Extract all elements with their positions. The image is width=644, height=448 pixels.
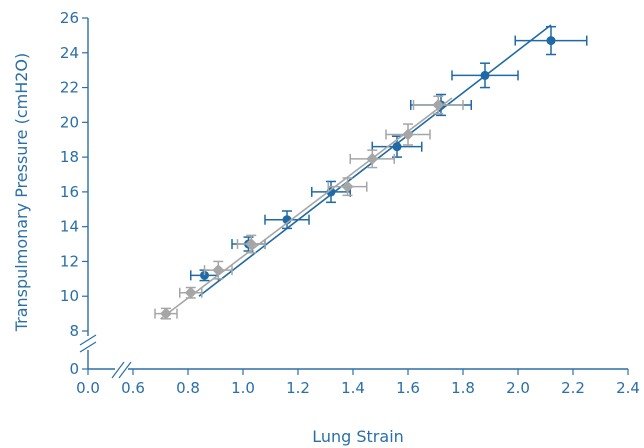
y-tick-label: 22 bbox=[60, 79, 79, 97]
x-tick-label: 1.6 bbox=[396, 379, 420, 397]
data-point bbox=[200, 270, 209, 280]
series-1 bbox=[190, 24, 588, 297]
y-tick-label: 12 bbox=[60, 252, 79, 270]
data-point bbox=[341, 180, 354, 193]
y-tick-label: 18 bbox=[60, 148, 79, 166]
x-tick-label: 1.8 bbox=[451, 379, 475, 397]
data-point bbox=[546, 36, 556, 46]
x-tick-label: 2.0 bbox=[506, 379, 530, 397]
data-point bbox=[245, 238, 258, 250]
axes: 0 8 10 12 14 16 18 20 22 24 26 0.0 0.6 0.8 1.0 1.2 1.4 1.… bbox=[60, 9, 640, 397]
series-layer bbox=[154, 24, 588, 320]
y-tick-label: 26 bbox=[60, 9, 79, 27]
x-tick-label: 2.4 bbox=[616, 379, 640, 397]
series-2 bbox=[154, 95, 464, 320]
x-tick-label: 0.6 bbox=[121, 379, 145, 397]
y-tick-label: 14 bbox=[60, 218, 79, 236]
data-point bbox=[480, 70, 490, 80]
y-tick-label: 0 bbox=[69, 360, 79, 378]
y-tick-label: 24 bbox=[60, 44, 79, 62]
x-axis-break-mark bbox=[111, 361, 125, 379]
y-axis-break-mark bbox=[79, 334, 97, 346]
y-axis-break-mark bbox=[79, 341, 97, 353]
x-tick-label: 0.8 bbox=[176, 379, 200, 397]
x-tick-label: 2.2 bbox=[561, 379, 585, 397]
x-axis-title: Lung Strain bbox=[312, 427, 404, 446]
x-tick-label: 0.0 bbox=[76, 379, 100, 397]
y-tick-label: 10 bbox=[60, 287, 79, 305]
data-point bbox=[184, 286, 197, 299]
data-point bbox=[212, 264, 225, 277]
data-point bbox=[392, 142, 402, 152]
y-tick-label: 8 bbox=[69, 322, 79, 340]
y-tick-label: 20 bbox=[60, 113, 79, 131]
x-tick-label: 1.2 bbox=[286, 379, 310, 397]
x-axis-break-mark bbox=[118, 361, 132, 379]
x-tick-label: 1.0 bbox=[231, 379, 255, 397]
x-tick-label: 1.4 bbox=[341, 379, 365, 397]
y-axis-title: Transpulmonary Pressure (cmH2O) bbox=[12, 53, 31, 333]
y-tick-label: 16 bbox=[60, 183, 79, 201]
